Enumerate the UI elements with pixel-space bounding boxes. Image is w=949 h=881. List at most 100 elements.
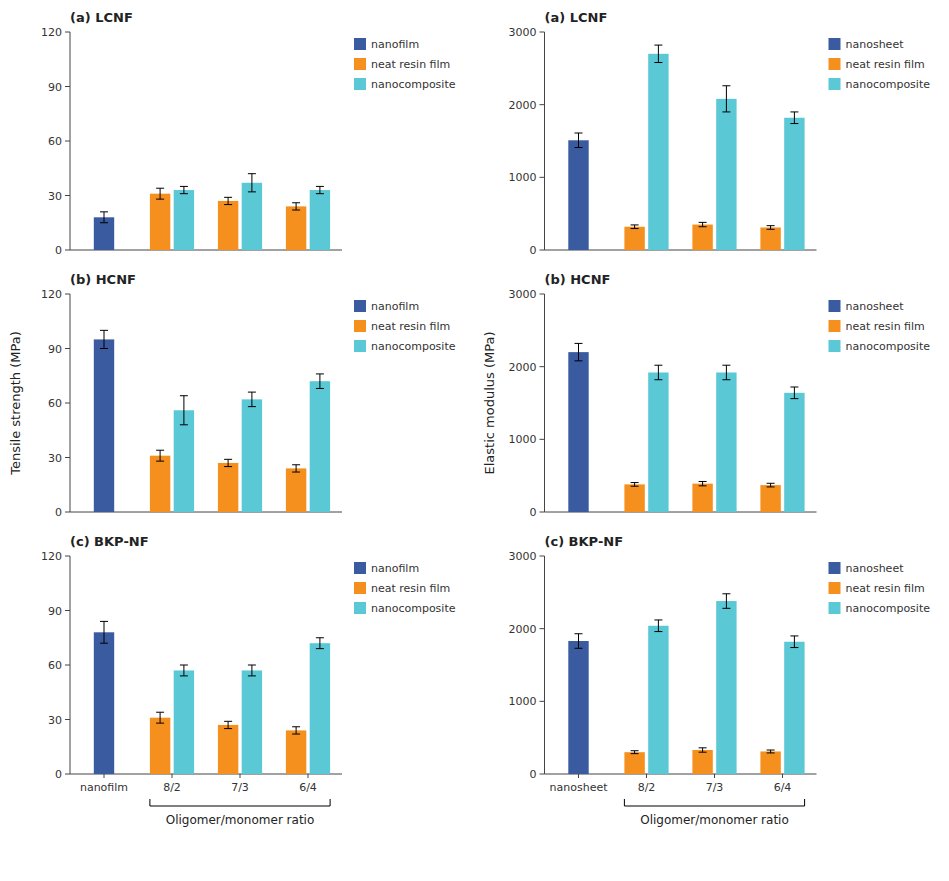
y-tick-label: 30 xyxy=(48,190,62,203)
x-tick xyxy=(104,774,105,778)
bar xyxy=(242,399,262,512)
bar xyxy=(760,485,780,512)
bar xyxy=(784,642,804,774)
x-tick-label: nanofilm xyxy=(80,781,128,794)
y-tick-label: 2000 xyxy=(509,99,537,112)
y-tick xyxy=(540,250,545,251)
y-tick xyxy=(540,512,545,513)
legend-swatch xyxy=(354,78,366,90)
legend-swatch xyxy=(829,340,841,352)
y-tick xyxy=(65,32,70,33)
legend-swatch xyxy=(829,582,841,594)
error-bar xyxy=(790,636,798,648)
bracket xyxy=(150,799,330,806)
legend-label: nanofilm xyxy=(371,300,419,313)
legend: nanosheetneat resin filmnanocomposite xyxy=(829,300,931,353)
y-tick-label: 120 xyxy=(41,26,62,39)
x-tick-label: 6/4 xyxy=(774,781,792,794)
legend-label: neat resin film xyxy=(846,582,925,595)
legend-label: nanocomposite xyxy=(846,340,931,353)
bar xyxy=(218,463,238,512)
error-bar xyxy=(292,727,300,734)
error-bar xyxy=(248,174,256,192)
legend: nanofilmneat resin filmnanocomposite xyxy=(354,300,456,353)
bar xyxy=(150,456,170,512)
x-tick xyxy=(578,774,579,778)
bar xyxy=(784,393,804,512)
y-tick xyxy=(540,366,545,367)
error-bar xyxy=(722,594,730,609)
panel: (b) HCNF0306090120Tensile strength (MPa)… xyxy=(8,272,456,519)
y-tick-label: 3000 xyxy=(509,26,537,39)
y-tick xyxy=(65,86,70,87)
plot-area xyxy=(568,343,804,512)
y-tick-label: 90 xyxy=(48,81,62,94)
error-bar xyxy=(654,620,662,632)
error-bar xyxy=(180,665,188,676)
x-tick xyxy=(308,774,309,778)
y-tick xyxy=(65,294,70,295)
y-tick-label: 0 xyxy=(55,244,62,257)
error-bar xyxy=(100,621,108,643)
error-bar xyxy=(767,483,775,487)
legend-label: nanofilm xyxy=(371,38,419,51)
legend-label: neat resin film xyxy=(846,58,925,71)
error-bar xyxy=(767,750,775,753)
bar xyxy=(218,725,238,774)
legend-label: neat resin film xyxy=(846,320,925,333)
error-bar xyxy=(316,638,324,649)
y-tick-label: 1000 xyxy=(509,171,537,184)
y-axis xyxy=(544,556,545,774)
y-tick xyxy=(65,774,70,775)
bar xyxy=(242,183,262,250)
bar xyxy=(692,484,712,512)
x-tick xyxy=(782,774,783,778)
legend-label: neat resin film xyxy=(371,582,450,595)
bar xyxy=(648,54,668,250)
bar xyxy=(624,484,644,512)
bar xyxy=(310,190,330,250)
y-tick xyxy=(540,556,545,557)
bar xyxy=(624,752,644,774)
x-axis-label: Oligomer/monomer ratio xyxy=(640,813,789,827)
error-bar xyxy=(631,225,639,229)
plot-area xyxy=(94,621,330,774)
error-bar xyxy=(156,712,164,723)
y-tick-label: 2000 xyxy=(509,623,537,636)
panel-title: (c) BKP-NF xyxy=(70,534,149,549)
error-bar xyxy=(790,112,798,124)
y-tick xyxy=(65,556,70,557)
legend-swatch xyxy=(354,602,366,614)
bar xyxy=(310,381,330,512)
panel-title: (b) HCNF xyxy=(70,272,136,287)
legend-swatch xyxy=(354,340,366,352)
y-tick-label: 0 xyxy=(55,506,62,519)
error-bar xyxy=(654,365,662,380)
legend-label: nanocomposite xyxy=(371,602,456,615)
error-bar xyxy=(100,330,108,348)
panel-title: (b) HCNF xyxy=(545,272,611,287)
x-tick-label: 7/3 xyxy=(231,781,249,794)
legend-swatch xyxy=(829,78,841,90)
y-axis xyxy=(544,32,545,250)
x-tick-label: 8/2 xyxy=(163,781,181,794)
error-bar xyxy=(156,188,164,199)
panel: (a) LCNF0100020003000nanosheetneat resin… xyxy=(509,10,931,257)
plot-area xyxy=(94,330,330,512)
error-bar xyxy=(292,465,300,472)
y-tick-label: 0 xyxy=(530,244,537,257)
x-tick-label: 7/3 xyxy=(706,781,724,794)
bar xyxy=(150,718,170,774)
x-axis-label: Oligomer/monomer ratio xyxy=(166,813,315,827)
error-bar xyxy=(224,459,232,466)
legend-swatch xyxy=(354,38,366,50)
legend: nanofilmneat resin filmnanocomposite xyxy=(354,38,456,91)
legend: nanosheetneat resin filmnanocomposite xyxy=(829,562,931,615)
x-tick-label: 8/2 xyxy=(638,781,656,794)
error-bar xyxy=(100,212,108,223)
y-tick-label: 60 xyxy=(48,135,62,148)
bar xyxy=(624,227,644,250)
bar xyxy=(94,632,114,774)
bar xyxy=(568,352,588,512)
y-tick-label: 1000 xyxy=(509,433,537,446)
